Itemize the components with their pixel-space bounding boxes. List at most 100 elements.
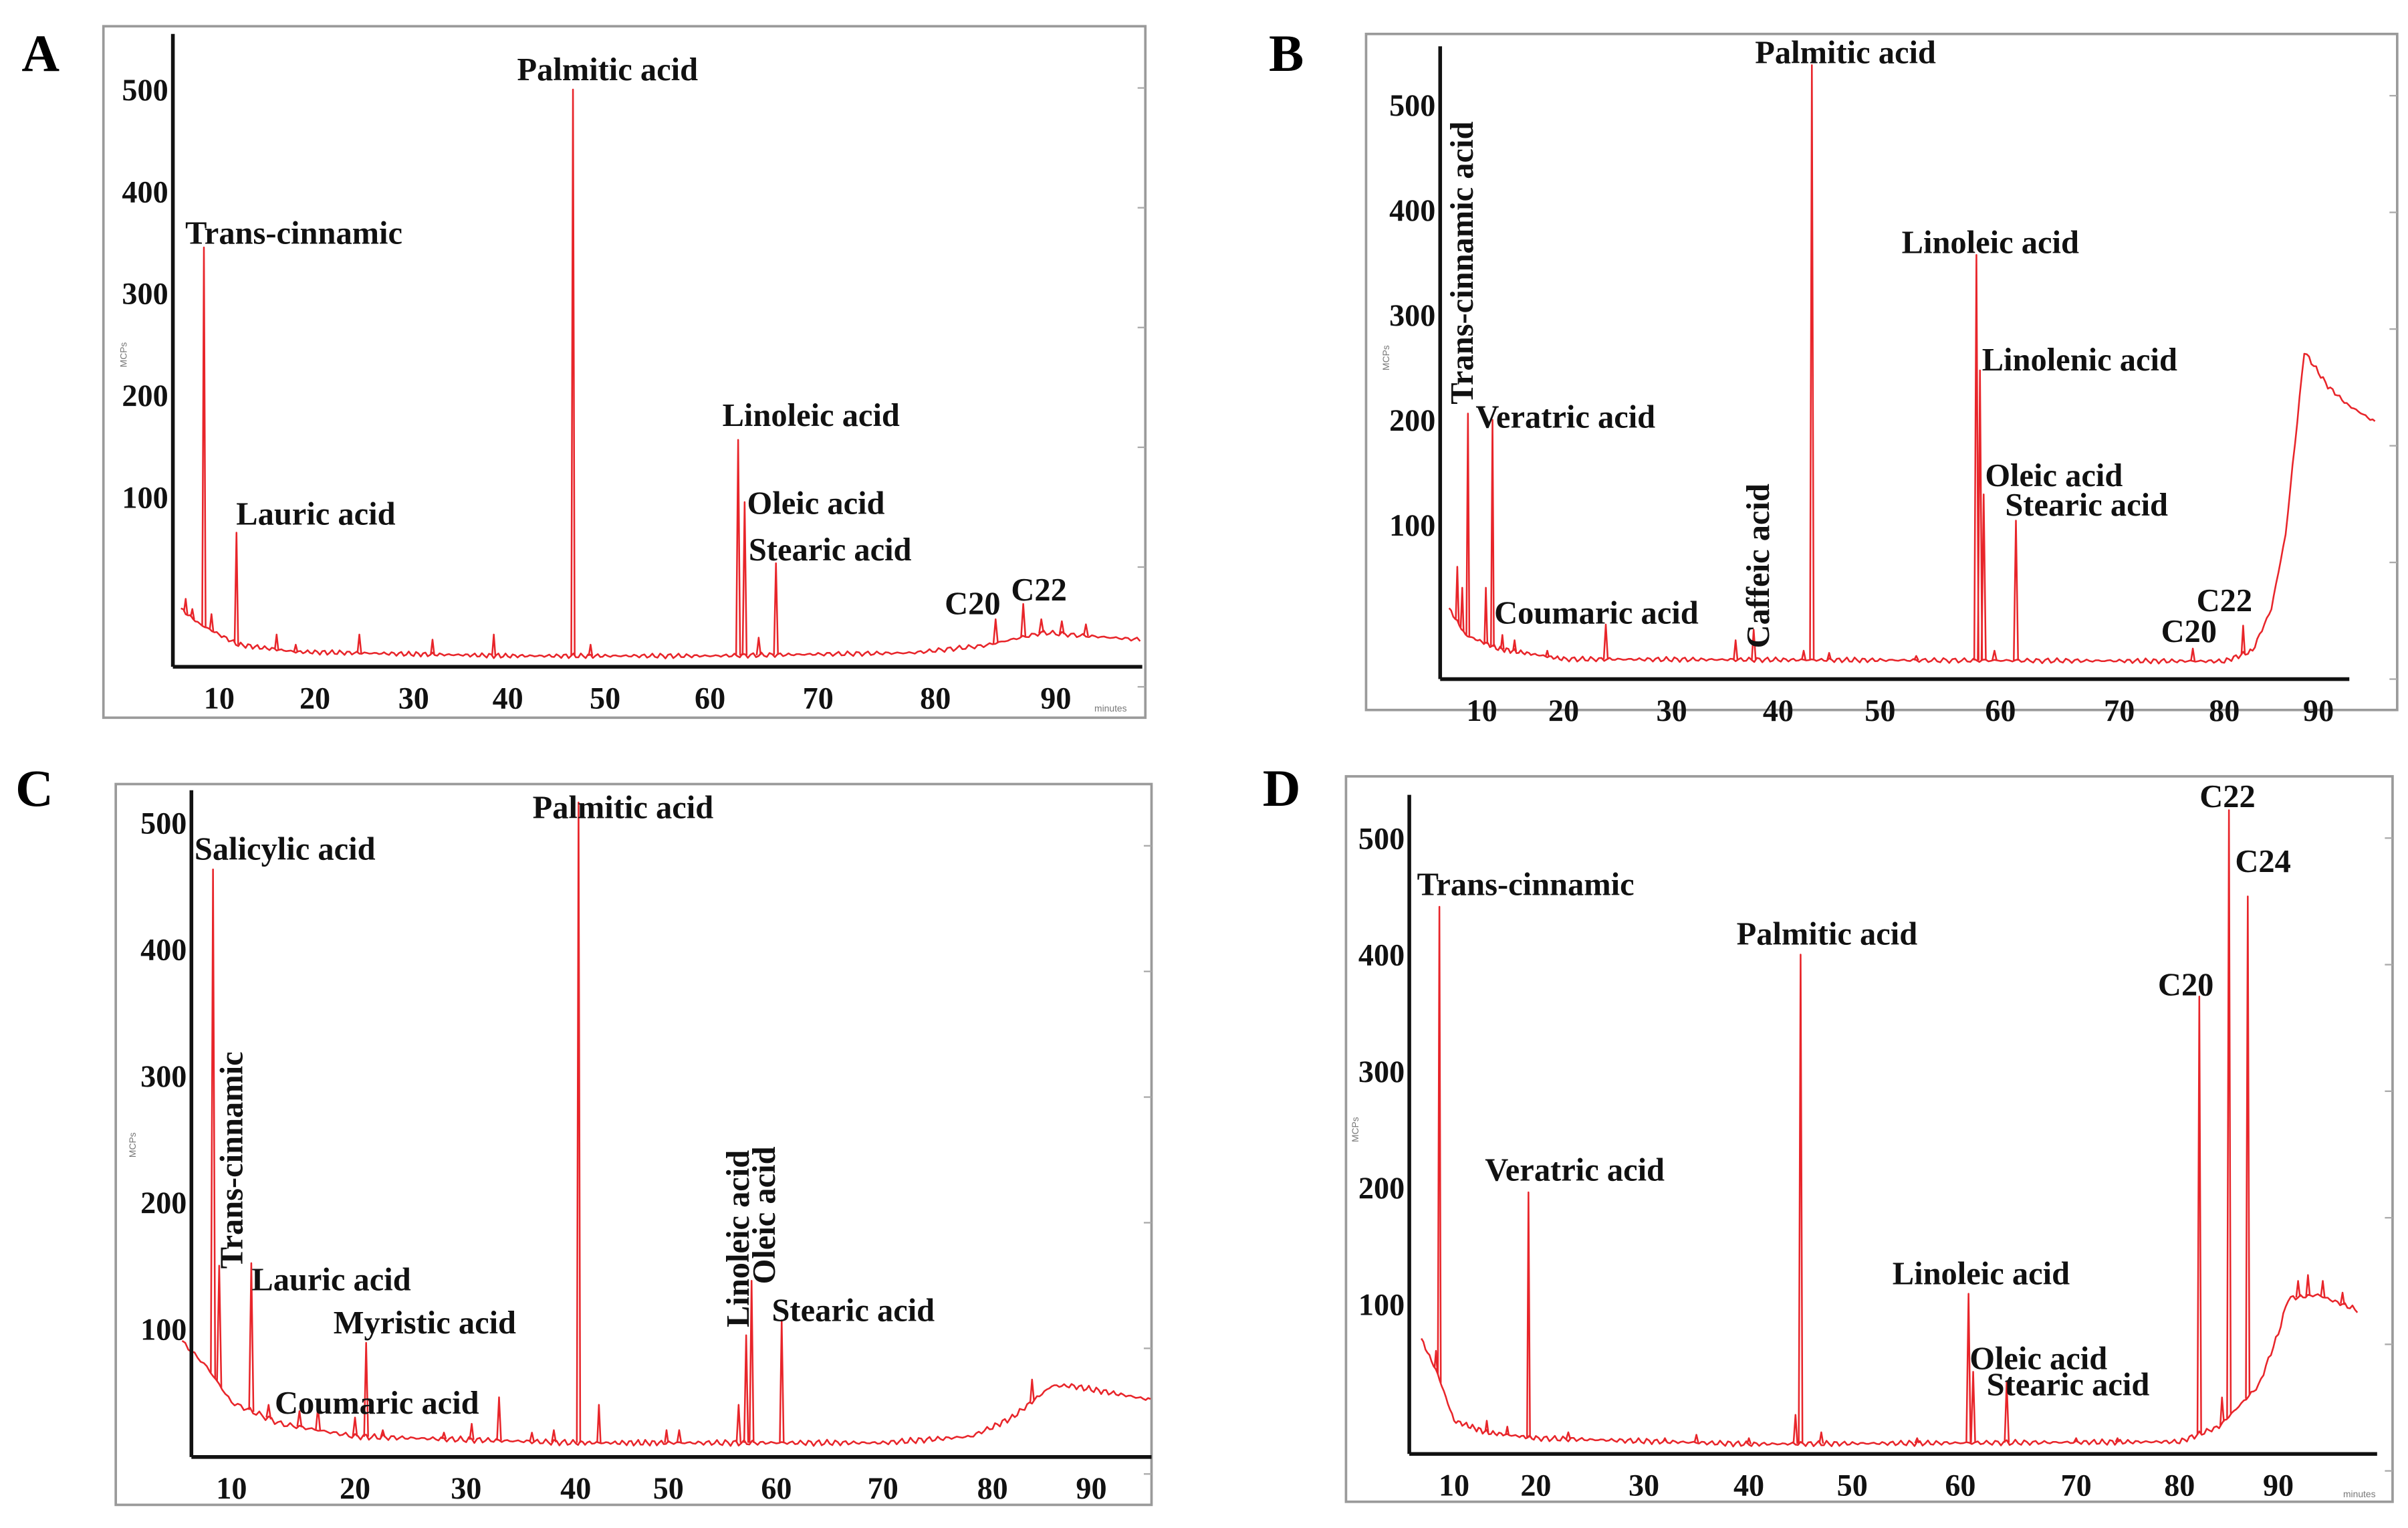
peak-label: Linoleic acid [721,1150,756,1327]
baseline-trace [181,1339,1151,1447]
minor-peak [189,608,195,620]
y-tick-label: 400 [122,175,168,209]
peak-palmitic-acid [1809,64,1815,660]
peak-label: C22 [2199,779,2256,814]
minor-peak [588,643,594,657]
peak-label: Stearic acid [771,1293,935,1329]
minor-peak [755,637,762,655]
y-tick-label: 100 [1358,1287,1405,1321]
peak-label: Coumaric acid [1494,595,1699,631]
peak-linoleic-acid [1965,1293,1971,1443]
peak-label: Palmitic acid [1755,35,1936,71]
baseline-trace [180,607,1141,659]
y-unit-label: MCPs [1380,345,1391,370]
x-tick-label: 70 [2060,1468,2091,1503]
peak-label: C22 [2197,583,2253,619]
minor-peak [1565,1431,1572,1440]
peak-label: Oleic acid [1969,1341,2107,1376]
x-tick-label: 80 [2164,1468,2195,1503]
y-tick-label: 500 [140,806,187,840]
minor-peak [735,1404,742,1443]
x-tick-label: 30 [398,681,429,715]
peak-trans-cinnamic [216,1265,223,1388]
minor-peak [356,633,362,653]
peak-label: C24 [2235,844,2291,879]
peak-c20 [2196,996,2202,1435]
peak-oleic-acid [1980,494,1987,661]
x-tick-label: 90 [2263,1468,2294,1503]
y-unit-label: MCPs [127,1132,138,1158]
minor-peak [1433,1349,1439,1374]
peak-label: Palmitic acid [1737,917,1918,952]
minor-peak [1818,1431,1824,1444]
x-tick-label: 90 [1076,1471,1106,1505]
panel-letter: B [1269,24,1304,82]
minor-peak [1038,618,1045,634]
minor-peak [1058,620,1065,635]
minor-peak [1733,639,1739,660]
x-tick-label: 50 [1864,693,1895,728]
x-tick-label: 30 [1629,1468,1659,1503]
minor-peak [441,1432,447,1440]
x-tick-label: 30 [451,1471,481,1505]
panel-a: A 10 20 30 40 50 60 70 80 90 100 200 300 400 500 MCPs mi… [21,24,1147,720]
y-tick-label: 200 [122,378,168,413]
minor-peak [183,598,189,615]
peak-stearic-acid [2013,520,2020,661]
peak-label: Veratric acid [1475,399,1655,435]
minor-peak [664,1429,669,1443]
baseline-trace [1448,352,2376,665]
minor-peak [1693,1434,1699,1443]
minor-peak [1801,649,1807,661]
peak-label: Myristic acid [334,1305,516,1341]
minor-peak [2073,1437,2079,1443]
minor-peak [1484,1420,1489,1433]
y-unit-label: MCPs [118,342,128,368]
x-tick-label: 60 [1985,693,2016,728]
peak-label: Salicylic acid [195,832,376,867]
peak-coumaric-acid [496,1396,502,1441]
peak-label: Stearic acid [2005,487,2168,523]
peak-label: Trans-cinnamic [185,216,402,251]
minor-peak [2295,1280,2301,1298]
y-tick-label: 400 [1389,193,1435,227]
peak-oleic-acid [748,1279,755,1443]
peak-palmitic-acid [576,801,582,1443]
peak-veratric-acid [1489,419,1495,647]
minor-peak [676,1429,683,1443]
peak-label: Oleic acid [747,1146,782,1284]
panel-letter: C [15,759,53,817]
minor-peak [2115,1437,2121,1442]
minor-peak [2305,1274,2311,1297]
peak-oleic-acid [741,501,748,656]
panel-d: D 10 20 30 40 50 60 70 80 90 100 200 300 400 500 MCPs mi… [1263,759,2394,1503]
peak-salicylic-acid [210,868,217,1380]
x-unit-label: minutes [2343,1489,2376,1499]
minor-peak [596,1404,602,1443]
minor-peak [1746,1437,1752,1444]
peak-label: C22 [1011,572,1067,608]
peak-label: Linoleic acid [1893,1256,2070,1291]
peak-linoleic-acid [1973,254,1979,661]
minor-peak [430,639,435,655]
panel-b: B 10 20 30 40 50 60 70 80 90 100 200 300 400 500 MCPs Tr… [1269,24,2399,728]
peak-lauric-acid [248,1262,255,1412]
minor-peak [1544,649,1550,657]
peak-label: Trans-cinnamic [215,1051,250,1269]
x-tick-label: 90 [2303,693,2334,728]
x-tick-label: 20 [1520,1468,1551,1503]
minor-peak [1499,634,1505,650]
minor-peak [296,1410,303,1428]
minor-peak [1826,652,1832,661]
panel-letter: A [21,24,59,82]
x-tick-label: 60 [1945,1468,1975,1503]
y-tick-label: 400 [140,933,187,967]
peak-linoleic-acid [743,1334,749,1443]
peak-lauric-acid [233,532,239,645]
x-tick-label: 60 [695,681,725,715]
minor-peak [1505,1426,1510,1436]
x-tick-label: 80 [2209,693,2240,728]
peak-stearic-acid [779,1319,785,1443]
minor-peak [1082,623,1089,637]
